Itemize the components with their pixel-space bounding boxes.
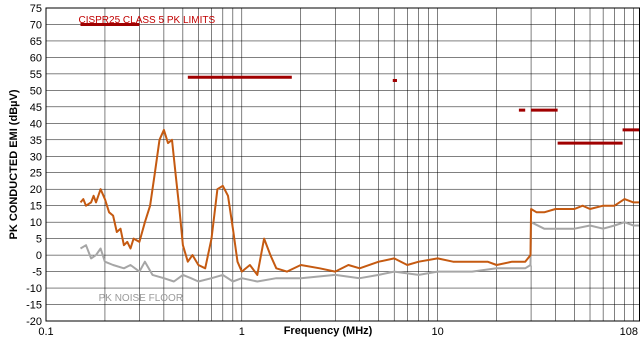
x-tick-label: 10 xyxy=(432,326,444,338)
plot-border xyxy=(45,7,640,322)
noise-floor-annotation: PK NOISE FLOOR xyxy=(99,293,183,304)
x-tick-label: 0.1 xyxy=(38,326,53,338)
y-tick-label: 35 xyxy=(30,135,42,147)
y-axis-title: PK CONDUCTED EMI (dBµV) xyxy=(8,89,20,239)
x-axis-title: Frequency (MHz) xyxy=(284,325,373,337)
y-tick-label: 25 xyxy=(30,168,42,180)
y-tick-label: 5 xyxy=(36,234,42,246)
y-tick-label: -20 xyxy=(26,316,42,328)
y-tick-label: 55 xyxy=(30,69,42,81)
y-tick-label: -5 xyxy=(32,267,42,279)
y-tick-label: 75 xyxy=(30,3,42,15)
series-line xyxy=(79,221,640,283)
limit-lines xyxy=(80,22,640,145)
y-tick-label: 15 xyxy=(30,201,42,213)
y-tick-label: -10 xyxy=(26,283,42,295)
y-tick-label: 50 xyxy=(30,85,42,97)
y-tick-label: 40 xyxy=(30,118,42,130)
series-lines xyxy=(79,128,640,283)
y-tick-label: 45 xyxy=(30,102,42,114)
x-tick-label: 108 xyxy=(620,326,638,338)
y-tick-label: 60 xyxy=(30,52,42,64)
y-tick-label: 70 xyxy=(30,19,42,31)
y-tick-label: -15 xyxy=(26,300,42,312)
y-tick-label: 10 xyxy=(30,217,42,229)
y-tick-label: 30 xyxy=(30,151,42,163)
y-tick-label: 65 xyxy=(30,36,42,48)
x-tick-label: 1 xyxy=(239,326,245,338)
y-tick-label: 20 xyxy=(30,184,42,196)
grid-lines xyxy=(45,7,640,322)
series-line xyxy=(79,128,640,276)
y-tick-label: 0 xyxy=(36,250,42,262)
y-tick-labels: -20 -15 -10 -5 0 5 10 15 20 25 30 35 40 45 50 55 60 65 70 7… xyxy=(26,3,42,328)
x-tick-labels: 0.1 1 10 108 xyxy=(38,326,638,338)
limits-annotation: CISPR25 CLASS 5 PK LIMITS xyxy=(78,15,215,26)
